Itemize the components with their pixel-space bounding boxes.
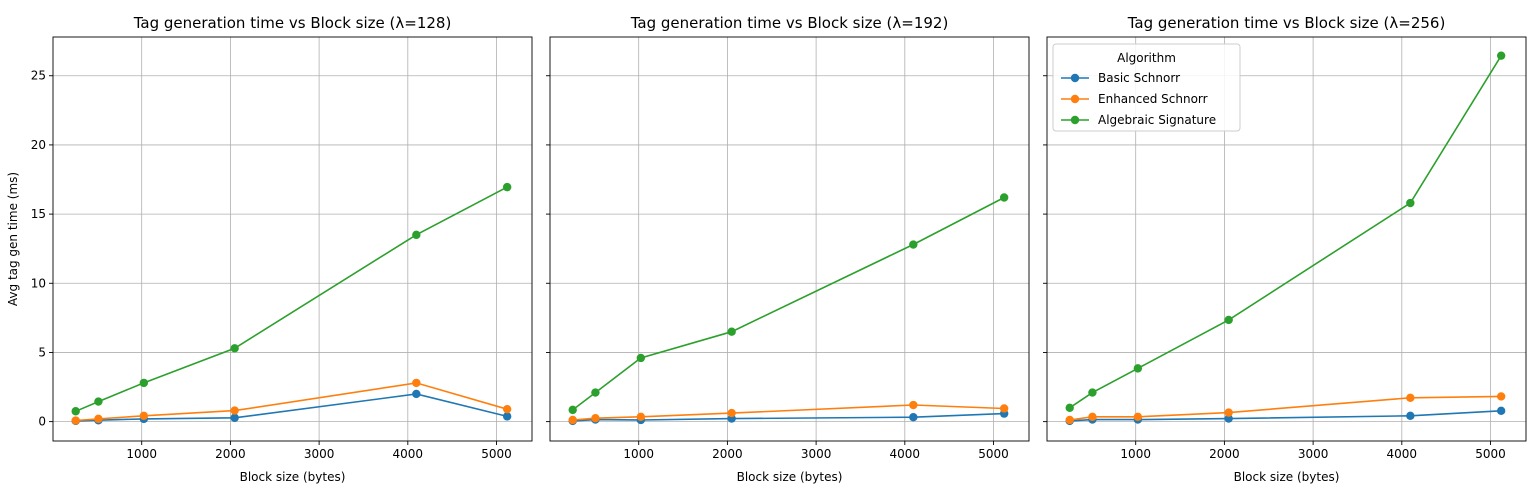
data-point-basic-schnorr	[1406, 411, 1415, 421]
data-point-basic-schnorr	[1496, 406, 1506, 416]
legend-label-basic-schnorr: Basic Schnorr	[1098, 71, 1180, 85]
data-point-enhanced-schnorr	[636, 412, 646, 421]
data-point-enhanced-schnorr	[230, 406, 239, 415]
legend-marker-algebraic-signature	[1070, 115, 1080, 125]
data-point-enhanced-schnorr	[1088, 412, 1097, 421]
y-tick-label: 15	[31, 207, 46, 221]
chart-panel-1: 1000 2000 3000 4000 5000 0 5 10 15 20 25 Tag genera…	[6, 14, 533, 484]
data-point-enhanced-schnorr	[909, 400, 918, 410]
data-point-enhanced-schnorr	[1065, 415, 1074, 425]
x-tick-label: 3000	[1298, 447, 1329, 461]
x-tick-label: 5000	[1475, 447, 1506, 461]
y-axis-label: Avg tag gen time (ms)	[6, 172, 20, 306]
data-point-enhanced-schnorr	[999, 404, 1009, 413]
data-point-enhanced-schnorr	[139, 411, 149, 421]
chart-panel-3: 1000 2000 3000 4000 5000 Tag generation time …	[1043, 14, 1527, 484]
data-point-enhanced-schnorr	[568, 415, 577, 425]
data-point-algebraic-signature	[412, 230, 421, 240]
axes-frame	[52, 36, 533, 442]
y-tick-label: 0	[38, 415, 46, 429]
data-point-enhanced-schnorr	[94, 414, 103, 424]
y-tick-label: 20	[31, 138, 46, 152]
x-tick-label: 5000	[481, 447, 512, 461]
x-tick-label: 4000	[393, 447, 424, 461]
axes-frame	[549, 36, 1030, 442]
data-point-algebraic-signature	[1406, 198, 1415, 208]
data-point-algebraic-signature	[139, 378, 149, 388]
series-line-algebraic-signature	[572, 196, 1005, 411]
legend-label-enhanced-schnorr: Enhanced Schnorr	[1098, 92, 1208, 106]
chart-title: Tag generation time vs Block size (λ=192…	[630, 14, 949, 32]
data-point-basic-schnorr	[412, 389, 421, 399]
y-tick-label: 25	[31, 69, 46, 83]
x-axis-label: Block size (bytes)	[737, 470, 843, 484]
chart-title: Tag generation time vs Block size (λ=256…	[1127, 14, 1446, 32]
x-tick-label: 2000	[215, 447, 246, 461]
data-point-enhanced-schnorr	[1496, 392, 1506, 401]
data-point-algebraic-signature	[1224, 315, 1233, 325]
data-point-basic-schnorr	[1224, 414, 1233, 423]
legend: Algorithm Basic Schnorr Enhanced Schnorr Al…	[1052, 43, 1241, 132]
data-point-enhanced-schnorr	[727, 408, 736, 418]
x-tick-label: 3000	[801, 447, 832, 461]
legend-box	[1052, 43, 1241, 132]
x-tick-label: 2000	[1209, 447, 1240, 461]
data-point-enhanced-schnorr	[591, 413, 600, 423]
data-point-basic-schnorr	[909, 413, 918, 422]
x-axis-label: Block size (bytes)	[240, 470, 346, 484]
x-tick-label: 3000	[304, 447, 335, 461]
data-point-algebraic-signature	[636, 353, 646, 363]
data-point-algebraic-signature	[502, 182, 512, 192]
x-tick-label: 4000	[1387, 447, 1418, 461]
axes-frame	[1046, 36, 1527, 442]
data-point-algebraic-signature	[230, 344, 239, 353]
data-point-algebraic-signature	[1088, 388, 1097, 397]
data-point-algebraic-signature	[1496, 51, 1506, 60]
x-tick-label: 4000	[890, 447, 921, 461]
y-tick-label: 5	[38, 345, 46, 359]
y-tick-label: 10	[31, 276, 46, 290]
data-point-enhanced-schnorr	[71, 416, 80, 425]
legend-marker-basic-schnorr	[1070, 73, 1080, 83]
x-axis-label: Block size (bytes)	[1234, 470, 1340, 484]
data-point-enhanced-schnorr	[412, 378, 421, 388]
legend-title: Algorithm	[1117, 51, 1176, 65]
x-tick-label: 1000	[1120, 447, 1151, 461]
data-point-algebraic-signature	[71, 407, 80, 416]
data-point-algebraic-signature	[1065, 403, 1074, 412]
x-tick-label: 1000	[126, 447, 157, 461]
data-point-algebraic-signature	[568, 405, 577, 415]
data-point-algebraic-signature	[999, 193, 1009, 202]
series-line-algebraic-signature	[1069, 55, 1502, 409]
data-point-enhanced-schnorr	[1133, 412, 1143, 421]
data-point-algebraic-signature	[909, 240, 918, 249]
data-point-algebraic-signature	[591, 388, 600, 397]
x-tick-label: 1000	[623, 447, 654, 461]
data-point-enhanced-schnorr	[1224, 408, 1233, 417]
legend-marker-enhanced-schnorr	[1070, 94, 1080, 104]
data-point-basic-schnorr	[230, 413, 239, 422]
data-point-enhanced-schnorr	[1406, 393, 1415, 403]
x-tick-label: 5000	[978, 447, 1009, 461]
data-point-enhanced-schnorr	[502, 404, 512, 414]
data-point-algebraic-signature	[727, 327, 736, 336]
chart-title: Tag generation time vs Block size (λ=128…	[133, 14, 452, 32]
chart-panel-2: 1000 2000 3000 4000 5000 Tag generation time …	[546, 14, 1030, 484]
x-tick-label: 2000	[712, 447, 743, 461]
data-point-algebraic-signature	[1133, 364, 1143, 373]
data-point-algebraic-signature	[94, 397, 103, 406]
legend-label-algebraic-signature: Algebraic Signature	[1098, 113, 1216, 127]
data-point-basic-schnorr	[502, 412, 512, 421]
series-line-algebraic-signature	[75, 186, 508, 413]
